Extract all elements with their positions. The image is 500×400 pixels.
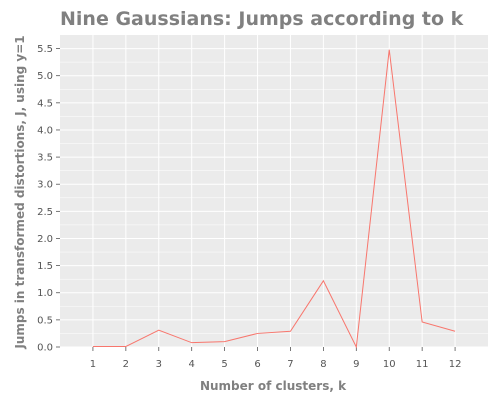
x-tick-label: 1 (90, 359, 96, 370)
y-tick-label: 3.0 (37, 180, 53, 191)
x-tick-label: 5 (221, 359, 227, 370)
y-tick-label: 0.0 (37, 343, 53, 354)
series-line (92, 49, 456, 349)
y-tick-label: 3.5 (37, 153, 53, 164)
y-tick-label: 4.5 (37, 98, 53, 109)
y-axis-label: Jumps in transformed distortions, J, usi… (13, 35, 27, 349)
chart-title: Nine Gaussians: Jumps according to k (60, 8, 464, 30)
y-tick-label: 0.5 (37, 315, 53, 326)
x-axis-label: Number of clusters, k (200, 379, 347, 393)
x-tick-label: 4 (189, 359, 195, 370)
x-tick-label: 3 (156, 359, 162, 370)
y-tick-label: 5.5 (37, 44, 53, 55)
x-tick-label: 9 (353, 359, 359, 370)
x-tick-label: 11 (416, 359, 429, 370)
x-tick-label: 7 (287, 359, 293, 370)
y-tick-label: 5.0 (37, 71, 53, 82)
x-tick-label: 6 (254, 359, 260, 370)
x-axis: 1 2 3 4 5 6 7 8 9 10 11 12 (90, 347, 462, 370)
grid-lines (60, 35, 488, 348)
x-tick-label: 8 (320, 359, 326, 370)
y-tick-label: 1.0 (37, 288, 53, 299)
y-tick-label: 2.0 (37, 234, 53, 245)
y-axis: 0.0 0.5 1.0 1.5 2.0 2.5 3.0 3.5 4.0 4.5 5.0 5.5 (37, 44, 60, 354)
y-tick-label: 2.5 (37, 207, 53, 218)
x-tick-label: 12 (449, 359, 462, 370)
data-series (92, 49, 456, 349)
y-tick-label: 4.0 (37, 125, 53, 136)
y-tick-label: 1.5 (37, 261, 53, 272)
x-tick-label: 10 (383, 359, 396, 370)
x-tick-label: 2 (123, 359, 129, 370)
plot-panel (60, 35, 488, 347)
